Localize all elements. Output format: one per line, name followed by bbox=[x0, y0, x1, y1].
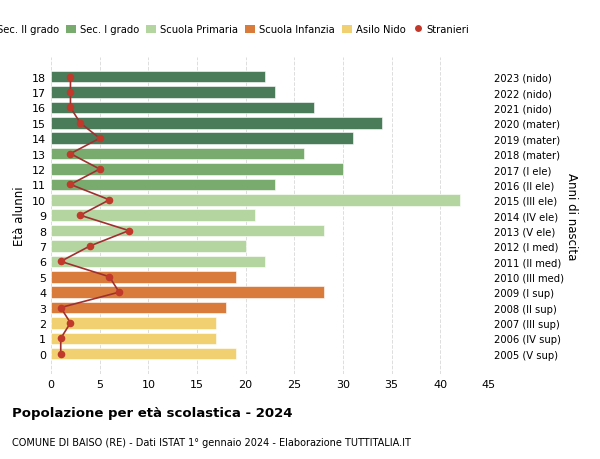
Text: COMUNE DI BAISO (RE) - Dati ISTAT 1° gennaio 2024 - Elaborazione TUTTITALIA.IT: COMUNE DI BAISO (RE) - Dati ISTAT 1° gen… bbox=[12, 437, 411, 447]
Bar bbox=[51, 348, 236, 360]
Point bbox=[56, 304, 65, 312]
Point bbox=[65, 74, 75, 81]
Bar bbox=[51, 195, 460, 206]
Bar bbox=[51, 271, 236, 283]
Point bbox=[65, 319, 75, 327]
Point bbox=[56, 258, 65, 265]
Bar bbox=[51, 102, 314, 114]
Bar bbox=[51, 241, 245, 252]
Point bbox=[95, 135, 104, 143]
Y-axis label: Anni di nascita: Anni di nascita bbox=[565, 172, 578, 259]
Point bbox=[76, 120, 85, 127]
Bar bbox=[51, 72, 265, 83]
Bar bbox=[51, 287, 323, 298]
Bar bbox=[51, 318, 217, 329]
Legend: Sec. II grado, Sec. I grado, Scuola Primaria, Scuola Infanzia, Asilo Nido, Stran: Sec. II grado, Sec. I grado, Scuola Prim… bbox=[0, 21, 473, 39]
Bar bbox=[51, 256, 265, 268]
Bar bbox=[51, 118, 382, 129]
Bar bbox=[51, 149, 304, 160]
Point bbox=[124, 227, 134, 235]
Point bbox=[56, 335, 65, 342]
Bar bbox=[51, 179, 275, 191]
Text: Popolazione per età scolastica - 2024: Popolazione per età scolastica - 2024 bbox=[12, 406, 293, 419]
Point bbox=[76, 212, 85, 219]
Point bbox=[104, 197, 114, 204]
Bar bbox=[51, 164, 343, 175]
Point bbox=[65, 181, 75, 189]
Point bbox=[65, 105, 75, 112]
Point bbox=[65, 89, 75, 96]
Bar bbox=[51, 333, 217, 344]
Point bbox=[56, 350, 65, 358]
Y-axis label: Età alunni: Età alunni bbox=[13, 186, 26, 246]
Bar bbox=[51, 225, 323, 237]
Point bbox=[104, 274, 114, 281]
Bar bbox=[51, 133, 353, 145]
Point bbox=[95, 166, 104, 174]
Bar bbox=[51, 302, 226, 313]
Bar bbox=[51, 210, 256, 222]
Bar bbox=[51, 87, 275, 99]
Point bbox=[65, 151, 75, 158]
Point bbox=[115, 289, 124, 296]
Point bbox=[85, 243, 95, 250]
